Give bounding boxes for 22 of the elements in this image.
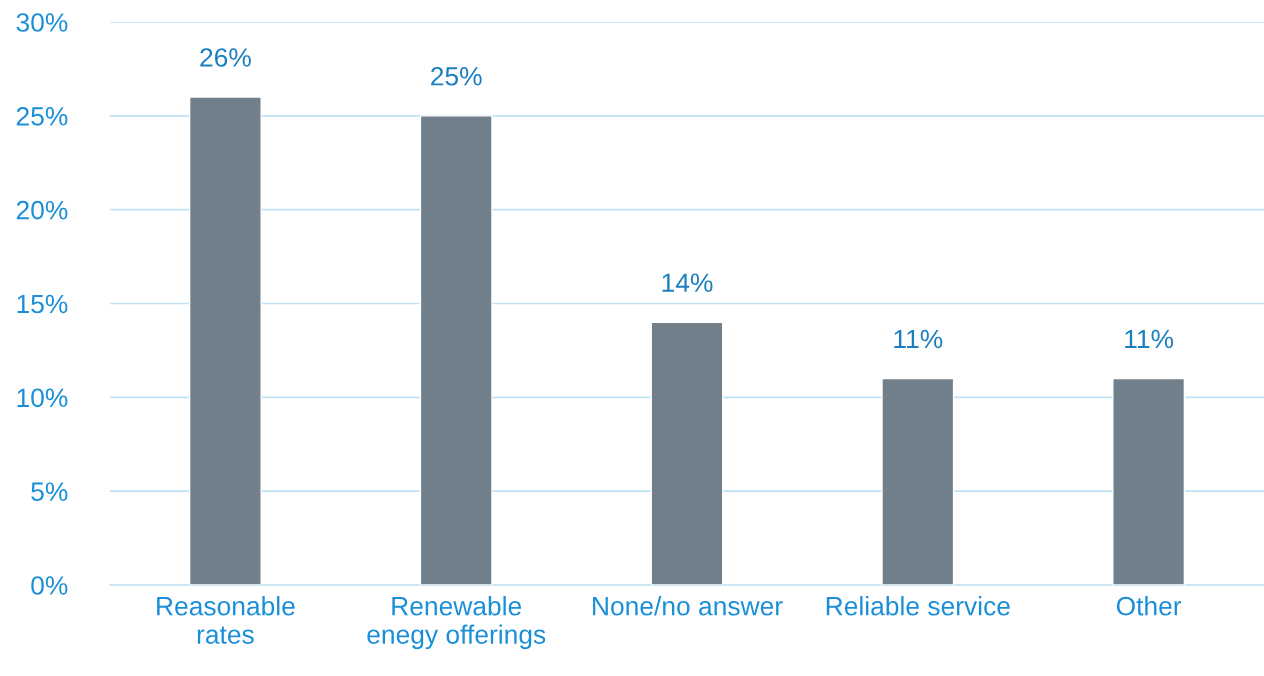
bar [1112,377,1186,585]
x-tick-label: Other [1116,596,1182,616]
y-tick-label: 15% [17,294,68,314]
data-label: 14% [662,273,713,292]
x-tick-label: None/no answer [593,596,783,616]
bar [650,321,724,585]
y-tick-label: 25% [16,106,68,126]
y-tick-label: 5% [31,482,68,501]
data-label: 26% [200,48,251,67]
x-tick-label: Reasonable rates [157,596,295,644]
y-tick-label: 20% [16,200,68,220]
data-label: 11% [1125,329,1174,349]
x-tick-label: Reliable service [826,596,1010,616]
y-tick-label: 30% [16,13,68,32]
bar [881,377,955,585]
bar [188,96,262,585]
data-label: 11% [894,329,943,349]
bar [419,115,493,585]
data-label: 25% [431,66,482,86]
y-tick-label: 10% [17,388,68,408]
y-tick-label: 0% [31,576,68,595]
x-tick-label: Renewable enegy offerings [367,596,546,650]
